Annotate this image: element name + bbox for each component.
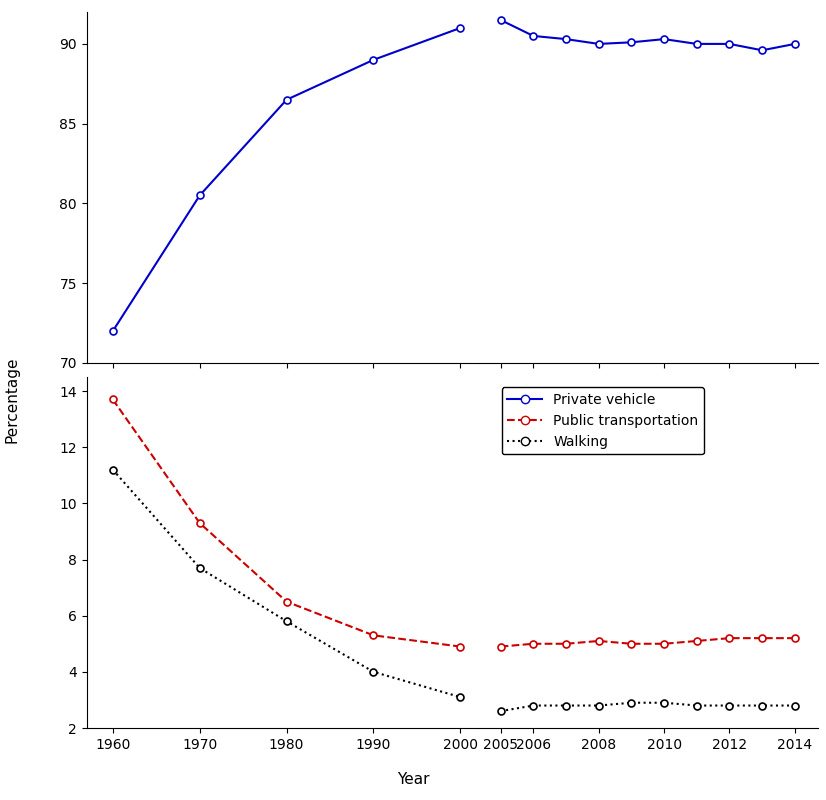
Legend: Private vehicle, Public transportation, Walking: Private vehicle, Public transportation, …: [501, 387, 704, 454]
Text: Percentage: Percentage: [5, 357, 20, 443]
Text: Year: Year: [396, 773, 430, 787]
